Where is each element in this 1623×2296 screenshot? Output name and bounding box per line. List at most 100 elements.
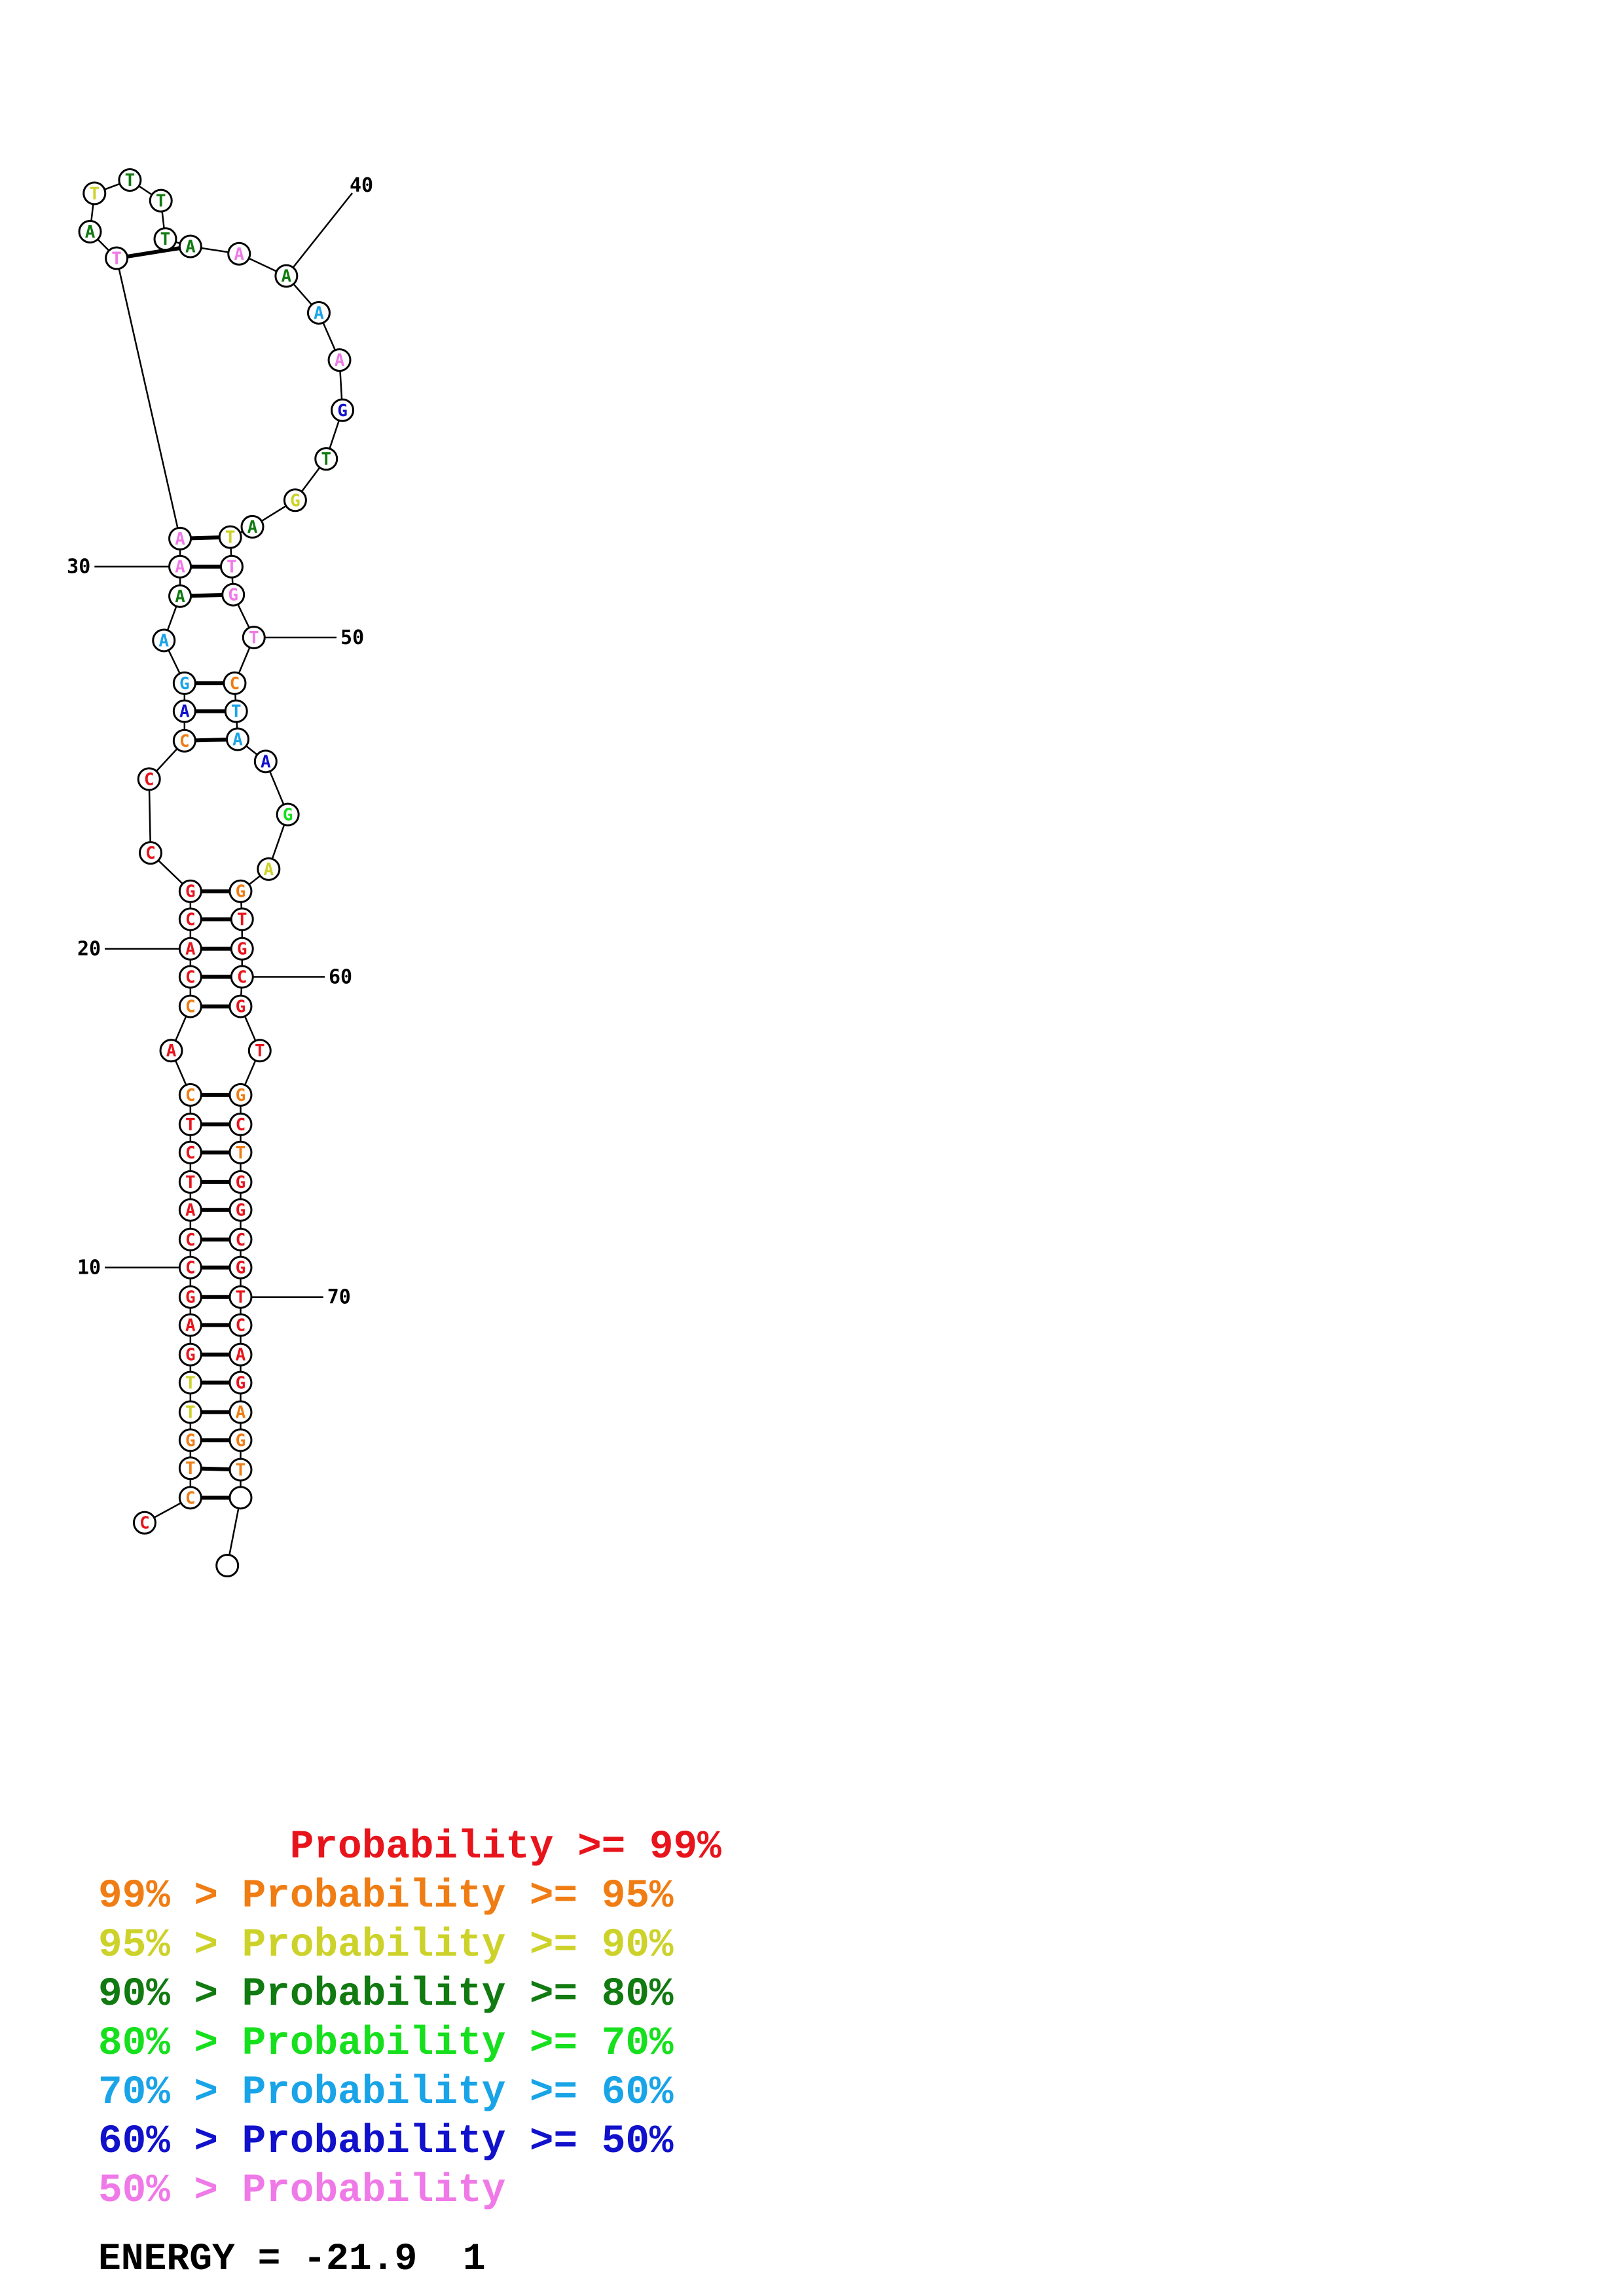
nucleotide: T [230, 907, 254, 931]
nucleotide: A [78, 219, 102, 243]
nucleotide: T [219, 554, 244, 579]
nucleotide: C [178, 1140, 202, 1164]
nucleotide-letter: G [185, 1431, 196, 1450]
nucleotide: T [218, 525, 242, 549]
backbone-segment [115, 258, 181, 539]
nucleotide: C [178, 907, 202, 931]
nucleotide: T [82, 181, 107, 206]
nucleotide-letter: T [185, 1403, 196, 1423]
nucleotide: G [283, 488, 307, 512]
nucleotide-circle [228, 1486, 253, 1510]
nucleotide-letter: G [236, 997, 246, 1017]
nucleotide: A [327, 348, 352, 372]
index-label: 40 [350, 174, 373, 197]
index-labels: 10 20 30 40 50 60 70 [67, 174, 373, 1309]
nucleotide-circle [228, 1400, 253, 1424]
nucleotide-letter: C [185, 967, 196, 987]
nucleotide-letter: G [228, 586, 238, 605]
nucleotide-letter: G [283, 805, 293, 825]
nucleotide-letter: A [232, 730, 243, 750]
nucleotide-letter: A [282, 267, 292, 287]
nucleotide-circle [178, 1140, 202, 1164]
nucleotide-circle [178, 1198, 202, 1222]
nucleotide-circle [178, 1255, 202, 1280]
nucleotide-circle [230, 907, 254, 931]
nucleotide: G [221, 583, 246, 607]
nucleotide: C [178, 1227, 202, 1251]
nucleotide: T [118, 168, 142, 192]
nucleotide-circle [178, 1313, 202, 1337]
base-pair-bond [191, 535, 220, 541]
nucleotide-circle [82, 181, 107, 206]
nucleotide-circle [223, 671, 247, 695]
nucleotide-letter: T [89, 184, 100, 204]
nucleotide-circle [178, 1456, 202, 1480]
legend-row: 90% > Probability >= 80% [98, 1972, 674, 2017]
nucleotide-letter: A [166, 1041, 177, 1061]
nucleotide: A [228, 1400, 253, 1424]
nucleotide: A [274, 264, 299, 288]
nucleotide-letter: T [231, 702, 242, 722]
nucleotide-circle [153, 227, 177, 251]
index-label: 60 [329, 965, 352, 988]
nucleotide-circle [105, 246, 129, 270]
energy-label: ENERGY = -21.9 1 [98, 2238, 486, 2281]
index-label: 30 [67, 556, 90, 579]
nucleotide-circle [178, 879, 202, 903]
nucleotide-letter: G [179, 674, 190, 694]
nucleotide-letter: C [236, 1316, 246, 1336]
nucleotide-circle [228, 1083, 253, 1107]
nucleotide-letter: C [236, 1230, 246, 1250]
index-label: 70 [327, 1286, 351, 1309]
nucleotide: A [257, 857, 281, 881]
nucleotide-letter: T [156, 192, 166, 211]
nucleotide: A [159, 1039, 183, 1063]
nucleotide-circle [314, 447, 338, 471]
nucleotide-letter: G [236, 1431, 246, 1450]
legend-row: 60% > Probability >= 50% [98, 2119, 674, 2164]
nucleotide: C [172, 728, 196, 753]
nucleotide: G [276, 802, 300, 827]
nucleotide-letter: A [185, 940, 196, 960]
nucleotide-letter: T [185, 1115, 196, 1135]
nucleotide-circle [178, 1285, 202, 1309]
nucleotide-circle [178, 1083, 202, 1107]
nucleotide: A [168, 526, 192, 550]
nucleotide-circle [172, 699, 196, 723]
nucleotide-letter: G [236, 1086, 246, 1105]
nucleotide-letter: A [185, 1201, 196, 1221]
nucleotide-letter: C [144, 770, 155, 789]
index-tick-lines [94, 192, 353, 1298]
nucleotide-letter: G [236, 1259, 246, 1278]
nucleotide-letter: G [290, 491, 301, 511]
nucleotide [215, 1554, 240, 1578]
backbone-segment [148, 779, 152, 853]
nucleotide: G [228, 1198, 253, 1222]
nucleotide: C [228, 1313, 253, 1337]
nucleotide-letter: A [263, 860, 274, 880]
nucleotide-letter: A [185, 238, 196, 257]
nucleotide-circle [228, 879, 253, 903]
nucleotide: T [314, 447, 338, 471]
nucleotide: C [178, 1486, 202, 1510]
nucleotide-circle [215, 1554, 240, 1578]
nucleotide-letter: A [175, 529, 185, 549]
nucleotide-letter: A [261, 752, 271, 772]
nucleotide-circle [242, 625, 266, 649]
nucleotide-circle [228, 1198, 253, 1222]
nucleotide-circle [224, 699, 248, 723]
nucleotide: A [178, 1198, 202, 1222]
nucleotide-letter: T [236, 1143, 246, 1163]
nucleotide-letter: A [236, 1403, 246, 1423]
probability-legend: Probability >= 99% 99% > Probability >= 9… [98, 1823, 721, 2215]
nucleotide-letter: G [185, 1288, 196, 1308]
nucleotide-circle [168, 554, 192, 579]
nucleotide: G [172, 671, 196, 695]
nucleotide-letter: G [337, 401, 348, 421]
nucleotide: A [172, 699, 196, 723]
nucleotide-circle [228, 1227, 253, 1251]
nucleotide-circle [327, 348, 352, 372]
nucleotide-letter: T [185, 1373, 196, 1393]
